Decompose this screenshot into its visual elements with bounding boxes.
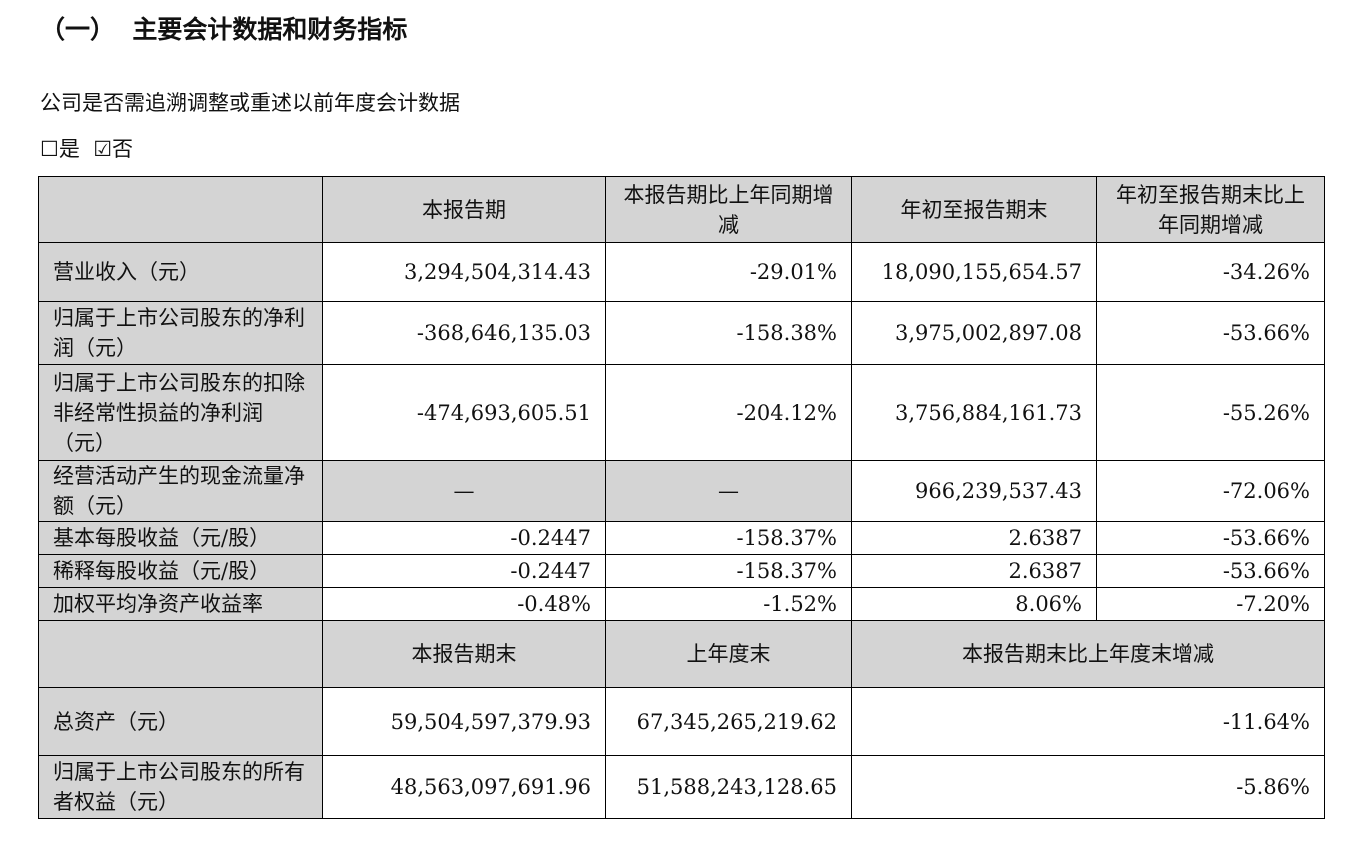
column-header	[38, 176, 323, 243]
column-header: 年初至报告期末比上年同期增减	[1096, 176, 1325, 243]
row-label: 营业收入（元）	[38, 242, 323, 302]
row-label: 归属于上市公司股东的净利润（元）	[38, 301, 323, 365]
section-heading: （一） 主要会计数据和财务指标	[40, 15, 408, 44]
row-label: 总资产（元）	[38, 687, 323, 756]
row-label: 加权平均净资产收益率	[38, 587, 323, 621]
column-header: 本报告期	[322, 176, 606, 243]
cell-value: -0.2447	[322, 554, 606, 588]
table-row: 归属于上市公司股东的所有者权益（元） 48,563,097,691.96 51,58…	[38, 755, 1325, 819]
column-header: 本报告期末	[322, 620, 606, 688]
cell-value: -29.01%	[605, 242, 852, 302]
cell-value: 966,239,537.43	[851, 460, 1097, 522]
restatement-options: ☐是 ☑否	[40, 133, 133, 163]
cell-value: -34.26%	[1096, 242, 1325, 302]
table-row: 基本每股收益（元/股） -0.2447 -158.37% 2.6387 -53.66%	[38, 521, 1325, 555]
cell-value: 3,975,002,897.08	[851, 301, 1097, 365]
table-row: 加权平均净资产收益率 -0.48% -1.52% 8.06% -7.20%	[38, 587, 1325, 621]
column-header: 本报告期比上年同期增减	[605, 176, 852, 243]
cell-value: -72.06%	[1096, 460, 1325, 522]
checkbox-unchecked-icon[interactable]: ☐	[40, 137, 59, 161]
cell-value: 51,588,243,128.65	[605, 755, 852, 819]
financial-data-table: 本报告期 本报告期比上年同期增减 年初至报告期末 年初至报告期末比上年同期增减 营业收入…	[38, 176, 1325, 819]
row-label: 稀释每股收益（元/股）	[38, 554, 323, 588]
cell-value: -204.12%	[605, 364, 852, 461]
cell-value: -158.37%	[605, 554, 852, 588]
cell-value: -158.38%	[605, 301, 852, 365]
column-header	[38, 620, 323, 688]
cell-value: 2.6387	[851, 554, 1097, 588]
cell-value: 48,563,097,691.96	[322, 755, 606, 819]
table-row: 归属于上市公司股东的扣除非经常性损益的净利润（元） -474,693,605.51…	[38, 364, 1325, 461]
restatement-question: 公司是否需追溯调整或重述以前年度会计数据	[40, 91, 460, 115]
table-row: 经营活动产生的现金流量净额（元） — —966,239,537.43 -72.06%	[38, 460, 1325, 522]
cell-value: -5.86%	[851, 755, 1325, 819]
column-header: 上年度末	[605, 620, 852, 688]
cell-value: -368,646,135.03	[322, 301, 606, 365]
cell-value: -0.2447	[322, 521, 606, 555]
cell-value: 3,756,884,161.73	[851, 364, 1097, 461]
option-yes-label: 是	[58, 137, 80, 161]
cell-value: 2.6387	[851, 521, 1097, 555]
cell-value: 3,294,504,314.43	[322, 242, 606, 302]
checkbox-checked-icon[interactable]: ☑	[93, 137, 113, 161]
column-header: 本报告期末比上年度末增减	[851, 620, 1325, 688]
cell-value: -53.66%	[1096, 521, 1325, 555]
cell-value: -7.20%	[1096, 587, 1325, 621]
cell-value: —	[322, 460, 606, 522]
cell-value: —	[605, 460, 852, 522]
cell-value: -53.66%	[1096, 554, 1325, 588]
row-label: 经营活动产生的现金流量净额（元）	[38, 460, 323, 522]
cell-value: -0.48%	[322, 587, 606, 621]
table-header-row: 本报告期末 上年度末 本报告期末比上年度末增减	[38, 620, 1325, 688]
row-label: 归属于上市公司股东的扣除非经常性损益的净利润（元）	[38, 364, 323, 461]
table-header-row: 本报告期 本报告期比上年同期增减 年初至报告期末 年初至报告期末比上年同期增减	[38, 176, 1325, 243]
cell-value: 59,504,597,379.93	[322, 687, 606, 756]
table-row: 稀释每股收益（元/股） -0.2447 -158.37% 2.6387 -53.66%	[38, 554, 1325, 588]
cell-value: -1.52%	[605, 587, 852, 621]
column-header: 年初至报告期末	[851, 176, 1097, 243]
cell-value: -55.26%	[1096, 364, 1325, 461]
cell-value: -158.37%	[605, 521, 852, 555]
table-row: 总资产（元） 59,504,597,379.93 67,345,265,219.62…	[38, 687, 1325, 756]
cell-value: 18,090,155,654.57	[851, 242, 1097, 302]
cell-value: -474,693,605.51	[322, 364, 606, 461]
table-row: 营业收入（元） 3,294,504,314.43 -29.01% 18,090,155…	[38, 242, 1325, 302]
option-no-label: 否	[112, 137, 134, 161]
row-label: 基本每股收益（元/股）	[38, 521, 323, 555]
cell-value: -11.64%	[851, 687, 1325, 756]
table-row: 归属于上市公司股东的净利润（元） -368,646,135.03 -158.38% 3…	[38, 301, 1325, 365]
cell-value: 67,345,265,219.62	[605, 687, 852, 756]
row-label: 归属于上市公司股东的所有者权益（元）	[38, 755, 323, 819]
cell-value: 8.06%	[851, 587, 1097, 621]
cell-value: -53.66%	[1096, 301, 1325, 365]
